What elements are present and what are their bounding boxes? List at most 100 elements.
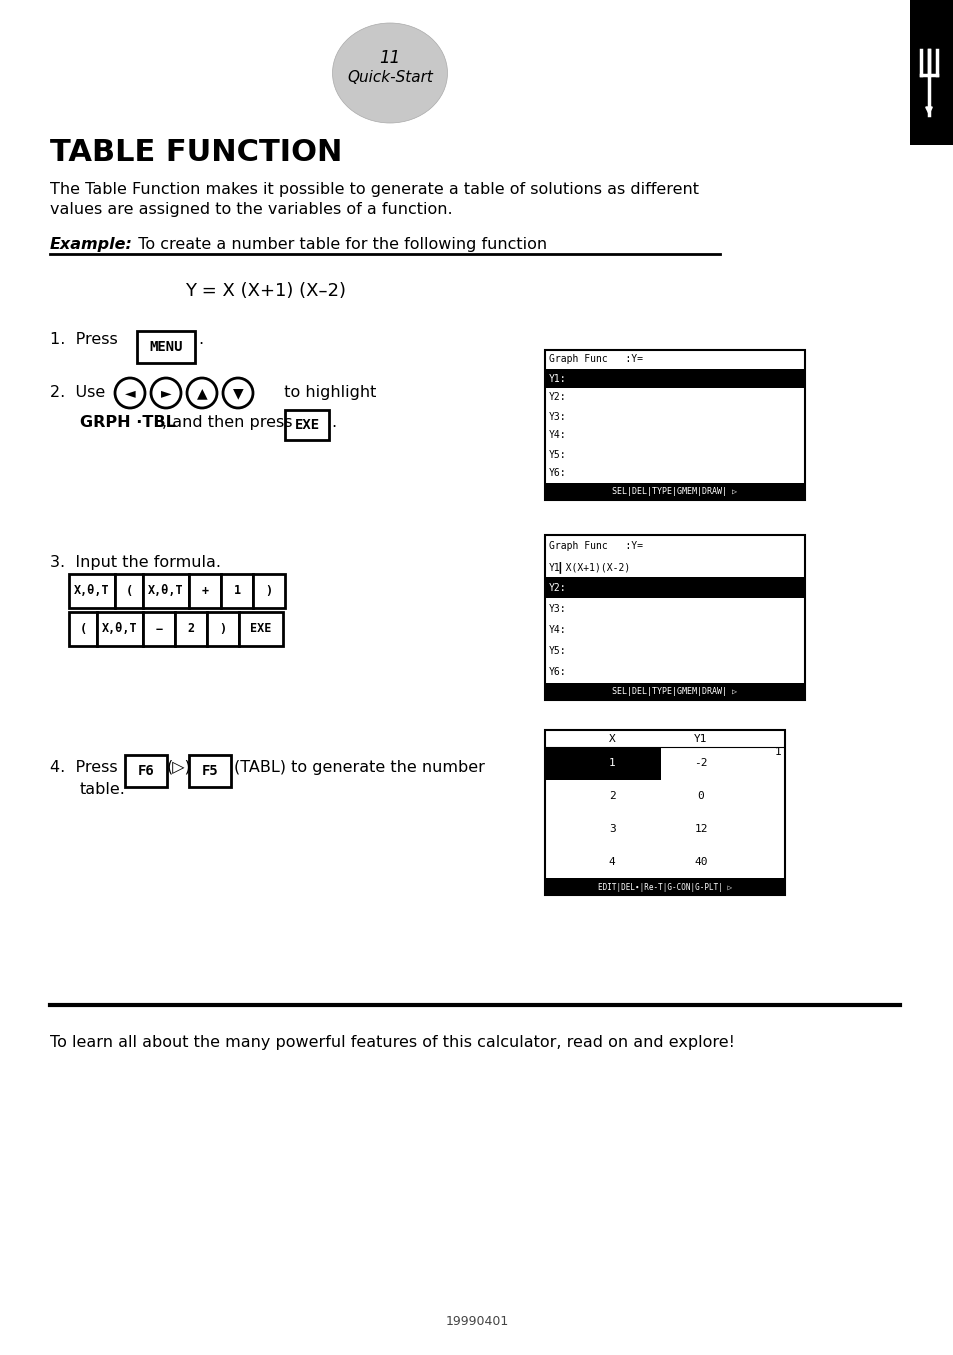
Text: X,θ,T: X,θ,T <box>74 584 110 598</box>
Bar <box>545 482 803 500</box>
Text: Y6:: Y6: <box>548 469 566 478</box>
Text: The Table Function makes it possible to generate a table of solutions as differe: The Table Function makes it possible to … <box>50 182 699 196</box>
Bar <box>909 0 953 145</box>
Text: GRPH ·TBL: GRPH ·TBL <box>80 415 175 430</box>
Text: ▲: ▲ <box>196 386 207 400</box>
Text: Y1: Y1 <box>694 733 707 744</box>
Text: , and then press: , and then press <box>162 415 293 430</box>
FancyBboxPatch shape <box>207 612 239 646</box>
Text: Graph Func   :Y=: Graph Func :Y= <box>548 541 642 550</box>
Text: To create a number table for the following function: To create a number table for the followi… <box>128 237 547 252</box>
Text: F5: F5 <box>201 764 218 778</box>
Text: -2: -2 <box>694 759 707 768</box>
Circle shape <box>223 378 253 408</box>
FancyBboxPatch shape <box>285 411 329 440</box>
Text: Y1:: Y1: <box>548 374 566 383</box>
Bar <box>544 535 804 701</box>
Bar <box>545 369 803 388</box>
Bar <box>545 747 660 779</box>
FancyBboxPatch shape <box>69 612 97 646</box>
Text: ): ) <box>219 622 226 635</box>
Text: +: + <box>201 584 209 598</box>
Text: Y5:: Y5: <box>548 646 566 656</box>
FancyBboxPatch shape <box>253 575 285 608</box>
FancyBboxPatch shape <box>137 331 194 363</box>
Text: X,θ,T: X,θ,T <box>102 622 137 635</box>
Text: ►: ► <box>160 386 172 400</box>
Text: EXE: EXE <box>250 622 272 635</box>
Text: 1: 1 <box>774 747 781 757</box>
FancyBboxPatch shape <box>69 575 115 608</box>
FancyBboxPatch shape <box>239 612 283 646</box>
Text: .: . <box>331 415 335 430</box>
Text: values are assigned to the variables of a function.: values are assigned to the variables of … <box>50 202 452 217</box>
Text: −: − <box>155 622 162 635</box>
Circle shape <box>187 378 216 408</box>
Text: Quick-Start: Quick-Start <box>347 70 433 85</box>
Text: table.: table. <box>80 782 126 797</box>
Text: 40: 40 <box>694 856 707 867</box>
Text: X,θ,T: X,θ,T <box>148 584 184 598</box>
Text: TABLE FUNCTION: TABLE FUNCTION <box>50 138 342 167</box>
Text: X: X <box>608 733 615 744</box>
Text: (▷): (▷) <box>167 760 192 775</box>
FancyBboxPatch shape <box>125 755 167 787</box>
Text: .: . <box>198 332 203 347</box>
Text: (: ( <box>79 622 87 635</box>
Text: To learn all about the many powerful features of this calculator, read on and ex: To learn all about the many powerful fea… <box>50 1035 734 1050</box>
Text: 2.  Use: 2. Use <box>50 385 105 400</box>
Bar <box>545 878 783 896</box>
Text: 1: 1 <box>233 584 240 598</box>
Text: 0: 0 <box>697 791 703 801</box>
FancyBboxPatch shape <box>115 575 143 608</box>
Text: (: ( <box>125 584 132 598</box>
FancyBboxPatch shape <box>189 575 221 608</box>
Text: Y2:: Y2: <box>548 583 566 593</box>
Bar <box>545 683 803 701</box>
Bar <box>544 730 784 896</box>
Text: Graph Func   :Y=: Graph Func :Y= <box>548 355 642 364</box>
Text: Y4:: Y4: <box>548 431 566 440</box>
FancyBboxPatch shape <box>189 755 231 787</box>
Text: 11: 11 <box>379 49 400 66</box>
Text: MENU: MENU <box>149 340 183 354</box>
FancyBboxPatch shape <box>97 612 143 646</box>
Text: EDIT|DEL∙|Re-T|G-CON|G-PLT| ▷: EDIT|DEL∙|Re-T|G-CON|G-PLT| ▷ <box>598 882 731 892</box>
Text: 2: 2 <box>608 791 615 801</box>
FancyBboxPatch shape <box>143 612 174 646</box>
Text: Y2:: Y2: <box>548 393 566 402</box>
Text: 12: 12 <box>694 824 707 833</box>
Text: SEL|DEL|TYPE|GMEM|DRAW| ▷: SEL|DEL|TYPE|GMEM|DRAW| ▷ <box>612 488 737 496</box>
Text: 2: 2 <box>187 622 194 635</box>
Text: 4: 4 <box>608 856 615 867</box>
Text: Example:: Example: <box>50 237 132 252</box>
Text: 1.  Press: 1. Press <box>50 332 117 347</box>
Text: 1: 1 <box>608 759 615 768</box>
Text: SEL|DEL|TYPE|GMEM|DRAW| ▷: SEL|DEL|TYPE|GMEM|DRAW| ▷ <box>612 687 737 696</box>
Text: 19990401: 19990401 <box>445 1314 508 1328</box>
FancyBboxPatch shape <box>174 612 207 646</box>
Text: Y1▎X(X+1)(X-2): Y1▎X(X+1)(X-2) <box>548 561 631 573</box>
Text: 3: 3 <box>608 824 615 833</box>
Bar <box>545 577 803 599</box>
Text: Y4:: Y4: <box>548 625 566 635</box>
Text: ): ) <box>265 584 273 598</box>
Text: 3.  Input the formula.: 3. Input the formula. <box>50 556 221 570</box>
Text: Y = X (X+1) (X–2): Y = X (X+1) (X–2) <box>185 282 346 299</box>
Text: Y3:: Y3: <box>548 412 566 421</box>
Circle shape <box>151 378 181 408</box>
Text: Y5:: Y5: <box>548 450 566 459</box>
Text: ◄: ◄ <box>125 386 135 400</box>
Circle shape <box>115 378 145 408</box>
Text: EXE: EXE <box>294 417 319 432</box>
FancyBboxPatch shape <box>221 575 253 608</box>
Text: (TABL) to generate the number: (TABL) to generate the number <box>233 760 484 775</box>
Bar <box>544 350 804 500</box>
Text: Y6:: Y6: <box>548 668 566 678</box>
Text: to highlight: to highlight <box>274 385 376 400</box>
Text: ▼: ▼ <box>233 386 243 400</box>
FancyBboxPatch shape <box>143 575 189 608</box>
Text: Y3:: Y3: <box>548 604 566 614</box>
Text: 4.  Press: 4. Press <box>50 760 117 775</box>
Text: F6: F6 <box>137 764 154 778</box>
